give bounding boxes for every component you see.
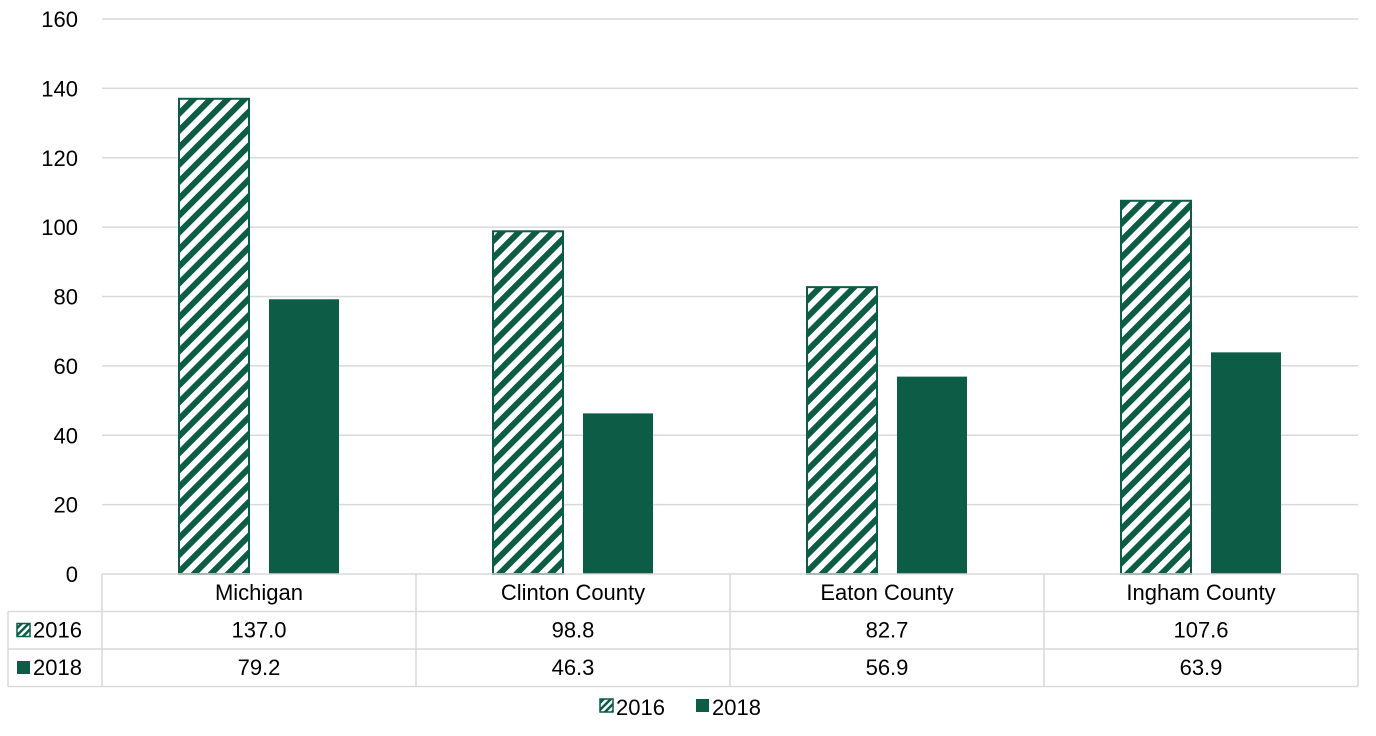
y-tick-label: 120 [41, 146, 78, 171]
y-tick-label: 80 [54, 285, 78, 310]
data-label: 98.8 [552, 618, 595, 643]
y-tick-label: 20 [54, 493, 78, 518]
data-label: 107.6 [1173, 618, 1228, 643]
y-tick-label: 100 [41, 215, 78, 240]
category-label: Michigan [215, 580, 303, 605]
legend-label: 2018 [712, 695, 761, 720]
y-tick-label: 160 [41, 7, 78, 32]
bar-2016-1 [492, 230, 564, 575]
category-label: Clinton County [501, 580, 645, 605]
category-label: Eaton County [820, 580, 953, 605]
bar-2018-3 [1211, 352, 1281, 574]
data-label: 63.9 [1180, 655, 1223, 680]
table-key-swatch-2016 [16, 622, 31, 638]
legend-swatch-2018 [696, 699, 709, 712]
legend-swatch-2016 [599, 698, 614, 713]
data-label: 82.7 [866, 618, 909, 643]
table-key-swatch-2018 [17, 661, 30, 674]
bar-2016-0 [178, 97, 250, 575]
category-label: Ingham County [1126, 580, 1275, 605]
bar-2016-2 [806, 286, 878, 575]
bar-2016-3 [1120, 199, 1192, 575]
y-tick-label: 60 [54, 354, 78, 379]
legend-label: 2016 [616, 695, 665, 720]
table-series-label: 2018 [33, 655, 82, 680]
y-tick-label: 40 [54, 423, 78, 448]
bars [178, 97, 1281, 575]
bar-2018-0 [269, 299, 339, 574]
data-label: 137.0 [231, 618, 286, 643]
legend: 2016 2018 [599, 695, 761, 720]
data-label: 46.3 [552, 655, 595, 680]
y-tick-label: 0 [66, 562, 78, 587]
data-label: 79.2 [238, 655, 281, 680]
bar-2018-1 [583, 413, 653, 574]
table-series-label: 2016 [33, 618, 82, 643]
y-tick-label: 140 [41, 76, 78, 101]
data-label: 56.9 [866, 655, 909, 680]
y-axis: 0 20 40 60 80 100 120 140 160 [41, 7, 78, 587]
bar-2018-2 [897, 376, 967, 574]
data-table: Michigan Clinton County Eaton County Ingham… [7, 573, 1359, 688]
